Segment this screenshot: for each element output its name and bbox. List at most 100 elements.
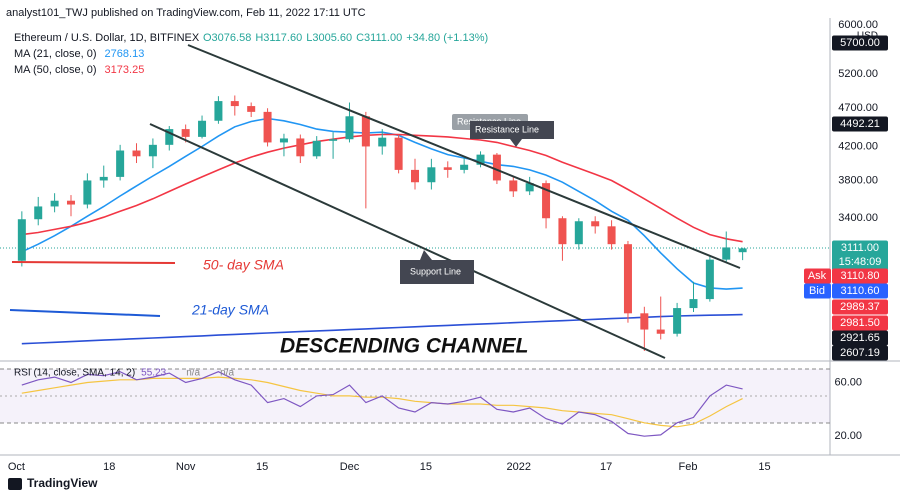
- rsi-readout: n/a: [186, 368, 200, 379]
- candle-body: [525, 183, 534, 192]
- y-tick-label: 3800.00: [838, 174, 878, 186]
- price-tag-prefix-text: Ask: [808, 270, 827, 282]
- price-tag-text: 3111.00: [841, 242, 879, 254]
- x-tick-label: 15: [758, 461, 770, 473]
- rsi-tick-label: 20.00: [834, 430, 862, 442]
- price-tag-text: 2607.19: [840, 347, 880, 359]
- price-tag-text: 4492.21: [840, 118, 880, 130]
- candle-body: [558, 218, 567, 245]
- price-tag-prefix: [804, 283, 831, 299]
- x-tick-label: 15: [420, 461, 432, 473]
- x-tick-label: Feb: [679, 461, 698, 473]
- price-tag: [832, 315, 888, 331]
- sma50-marker: [11, 261, 176, 264]
- y-tick-label: 3400.00: [838, 212, 878, 224]
- candle-body: [116, 150, 125, 177]
- price-tag-time: 15:48:09: [839, 256, 882, 268]
- candle-body: [17, 219, 26, 261]
- price-tag: [832, 345, 888, 361]
- candle-body: [492, 154, 501, 181]
- candle-body: [148, 144, 157, 157]
- candle-body: [263, 111, 272, 143]
- candle-body: [329, 139, 338, 141]
- candle-body: [181, 129, 190, 137]
- price-tag: [832, 330, 888, 346]
- price-tag-text: 2981.50: [840, 317, 880, 329]
- price-tag: [832, 240, 888, 271]
- candle-body: [656, 329, 665, 334]
- callout: [400, 250, 474, 284]
- price-tag: [832, 283, 888, 299]
- rsi-line: [21, 371, 743, 437]
- price-tag: [832, 299, 888, 315]
- candle-body: [83, 180, 92, 205]
- rsi-tick-label: 60.00: [834, 376, 862, 388]
- candle-body: [443, 167, 452, 170]
- price-tag-text: 5700.00: [840, 37, 880, 49]
- candle-body: [623, 244, 632, 314]
- resistance-line: [187, 44, 741, 269]
- price-tag-prefix-text: Bid: [809, 285, 825, 297]
- candle-body: [99, 176, 108, 181]
- x-tick-label: Nov: [176, 461, 196, 473]
- legend-label: MA (21, close, 0): [14, 48, 97, 60]
- ohlc-value: O3076.58: [203, 32, 251, 44]
- price-tag: [832, 268, 888, 284]
- candle-body: [214, 101, 223, 121]
- rsi-label: RSI (14, close, SMA, 14, 2): [14, 368, 135, 379]
- price-tag-text: 3110.60: [841, 285, 880, 297]
- candle-body: [378, 137, 387, 147]
- candle-body: [705, 259, 714, 300]
- candle-body: [361, 116, 370, 147]
- ohlc-value: C3111.00: [356, 32, 402, 44]
- candle-body: [689, 299, 698, 309]
- candle-body: [394, 137, 403, 170]
- candle-body: [411, 169, 419, 183]
- support-line: [149, 123, 666, 359]
- y-tick-label: 6000.00: [838, 19, 878, 31]
- candle-body: [509, 180, 518, 192]
- price-tag-text: 2989.37: [840, 301, 880, 313]
- candle-body: [640, 313, 649, 330]
- plot: [17, 95, 747, 352]
- candle-body: [312, 140, 321, 157]
- y-tick-label: 5200.00: [838, 68, 878, 80]
- price-tag-text: 3110.80: [841, 270, 880, 282]
- candle-body: [230, 101, 239, 107]
- candle-body: [66, 200, 75, 205]
- candle-body: [345, 116, 354, 140]
- candle-body: [247, 106, 256, 112]
- y-tick-label: 4200.00: [838, 140, 878, 152]
- candle-body: [165, 129, 174, 145]
- x-tick-label: Oct: [8, 461, 25, 473]
- candle-body: [132, 150, 141, 157]
- y-tick-label: 4700.00: [838, 102, 878, 114]
- candle-body: [427, 167, 436, 183]
- callout-text: Support Line: [410, 266, 461, 276]
- symbol: Ethereum / U.S. Dollar, 1D, BITFINEX: [14, 32, 200, 44]
- price-tag-prefix: [804, 268, 831, 284]
- candle-body: [738, 248, 747, 253]
- x-tick-label: 18: [103, 461, 115, 473]
- ohlc-value: H3117.60: [255, 32, 302, 44]
- legend-value: 3173.25: [105, 64, 145, 76]
- candle-body: [198, 120, 207, 137]
- candle-body: [50, 200, 59, 207]
- rsi-readout: 55.23: [141, 368, 166, 379]
- rsi-plot: [21, 371, 743, 437]
- x-tick-label: 15: [256, 461, 268, 473]
- candle-body: [476, 154, 485, 165]
- candle-body: [722, 247, 731, 260]
- candle-body: [296, 138, 305, 157]
- ma-line: [21, 313, 743, 345]
- price-tag: [832, 35, 888, 51]
- price-tag: [832, 116, 888, 132]
- candle-body: [34, 206, 43, 220]
- candle-body: [673, 308, 682, 334]
- callout-text: Resistance Line: [475, 124, 539, 134]
- footer: TradingView: [27, 476, 98, 490]
- price-tag-text: 2921.65: [840, 332, 880, 344]
- annotation: 21-day SMA: [191, 302, 269, 318]
